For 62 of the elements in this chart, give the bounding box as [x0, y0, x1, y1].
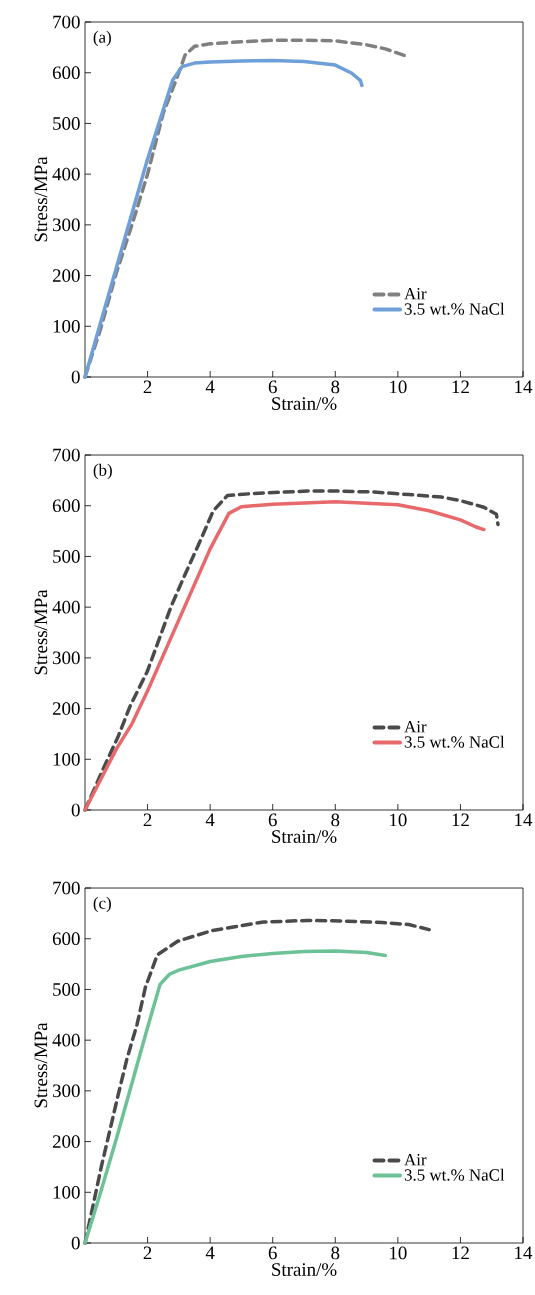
x-tick-label: 14 [515, 380, 533, 394]
x-axis-title: Strain/% [272, 397, 337, 410]
chart-title: (b) [93, 463, 112, 480]
x-tick-label: 4 [205, 1246, 215, 1259]
y-tick-label: 400 [52, 600, 80, 614]
chart-title: (a) [93, 30, 111, 47]
x-tick-label: 8 [331, 813, 340, 827]
y-tick-label: 100 [53, 752, 80, 766]
x-tick-label: 14 [515, 1246, 533, 1260]
line-series [83, 949, 388, 1245]
y-tick-label: 300 [52, 1084, 80, 1098]
x-tick-label: 8 [331, 380, 340, 394]
x-tick-label: 12 [452, 380, 469, 394]
x-tick-label: 4 [205, 380, 215, 393]
legend-label: Air [404, 721, 427, 733]
y-tick-label: 100 [53, 1185, 80, 1199]
x-tick-label: 6 [268, 813, 277, 827]
y-tick-label: 500 [53, 983, 80, 996]
y-tick-label: 200 [52, 702, 80, 715]
x-tick-label: 2 [143, 380, 152, 394]
x-axis-title: Strain/% [272, 830, 337, 843]
y-tick-label: 400 [52, 1033, 80, 1047]
y-tick-label: 600 [52, 932, 80, 946]
chart-title: (c) [93, 896, 111, 913]
line-series [83, 58, 364, 379]
y-axis-title: Stress/MPa [34, 589, 48, 675]
y-tick-label: 300 [52, 218, 80, 232]
x-tick-label: 4 [205, 813, 215, 826]
y-tick-label: 300 [52, 651, 80, 665]
legend-label: 3.5 wt.% NaCl [404, 1168, 505, 1181]
legend-label: Air [404, 1154, 427, 1166]
y-tick-label: 600 [52, 499, 80, 513]
x-tick-label: 6 [268, 380, 277, 394]
y-axis-title: Stress/MPa [34, 1022, 48, 1108]
y-tick-label: 500 [53, 550, 80, 563]
y-tick-label: 700 [53, 881, 80, 895]
x-tick-label: 2 [143, 813, 152, 827]
x-tick-label: 12 [452, 1246, 469, 1260]
x-tick-label: 8 [331, 1246, 340, 1260]
x-tick-label: 10 [390, 380, 407, 394]
legend-label: 3.5 wt.% NaCl [404, 735, 505, 748]
y-tick-label: 400 [52, 167, 80, 181]
y-tick-label: 600 [52, 66, 80, 80]
x-tick-label: 2 [143, 1246, 152, 1260]
legend-label: 3.5 wt.% NaCl [404, 302, 505, 315]
x-tick-label: 10 [390, 1246, 407, 1260]
y-tick-label: 500 [53, 117, 80, 130]
x-axis-title: Strain/% [272, 1263, 337, 1276]
y-tick-label: 0 [71, 803, 80, 817]
y-tick-label: 700 [53, 448, 80, 462]
y-axis-title: Stress/MPa [34, 156, 48, 242]
legend-label: Air [404, 288, 427, 300]
y-tick-label: 0 [71, 1236, 80, 1250]
x-tick-label: 12 [452, 813, 469, 827]
y-tick-label: 0 [71, 370, 80, 384]
y-tick-label: 200 [52, 269, 80, 282]
x-tick-label: 6 [268, 1246, 277, 1260]
y-tick-label: 700 [53, 15, 80, 29]
y-tick-label: 200 [52, 1135, 80, 1148]
x-tick-label: 10 [390, 813, 407, 827]
y-tick-label: 100 [53, 319, 80, 333]
x-tick-label: 14 [515, 813, 533, 827]
